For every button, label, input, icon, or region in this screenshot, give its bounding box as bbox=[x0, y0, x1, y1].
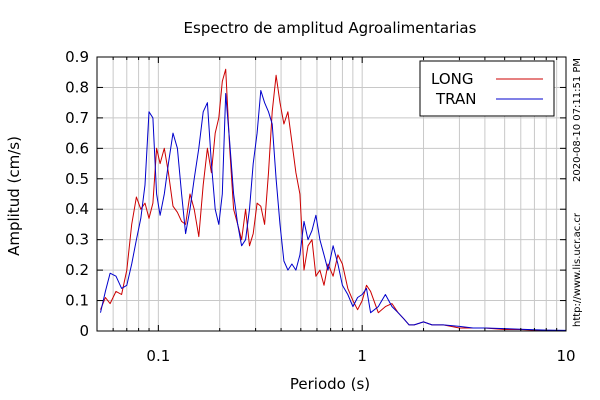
y-axis-label: Amplitud (cm/s) bbox=[5, 136, 23, 256]
ticks: 0 0.1 0.2 0.3 0.4 0.5 0.6 0.7 0.8 0.9 0.1 1 10 bbox=[65, 48, 575, 365]
grid bbox=[96, 56, 566, 332]
y-tick-label: 0.1 bbox=[65, 292, 89, 310]
x-axis-label: Periodo (s) bbox=[290, 375, 370, 393]
y-tick-label: 0.4 bbox=[65, 200, 89, 218]
legend: LONG TRAN bbox=[419, 60, 555, 117]
timestamp-text: 2020-08-10 07:11:51 PM bbox=[572, 58, 583, 182]
x-tick-label: 10 bbox=[556, 347, 575, 365]
legend-box bbox=[419, 60, 555, 117]
y-tick-label: 0.2 bbox=[65, 261, 89, 279]
y-tick-label: 0.6 bbox=[65, 139, 89, 157]
url-text: http://www.lis.ucr.ac.cr bbox=[572, 212, 583, 327]
plot-frame bbox=[96, 56, 567, 332]
y-tick-label: 0.5 bbox=[65, 170, 89, 188]
legend-label-long: LONG bbox=[431, 70, 473, 88]
x-tick-label: 0.1 bbox=[146, 347, 170, 365]
chart-title: Espectro de amplitud Agroalimentarias bbox=[184, 19, 477, 37]
legend-label-tran: TRAN bbox=[435, 90, 476, 108]
y-tick-label: 0 bbox=[79, 322, 89, 340]
y-tick-label: 0.3 bbox=[65, 231, 89, 249]
y-tick-label: 0.8 bbox=[65, 78, 89, 96]
y-tick-label: 0.9 bbox=[65, 48, 89, 66]
series-layer bbox=[100, 68, 567, 332]
y-tick-label: 0.7 bbox=[65, 109, 89, 127]
x-tick-label: 1 bbox=[357, 347, 367, 365]
series-line-tran bbox=[100, 90, 567, 331]
